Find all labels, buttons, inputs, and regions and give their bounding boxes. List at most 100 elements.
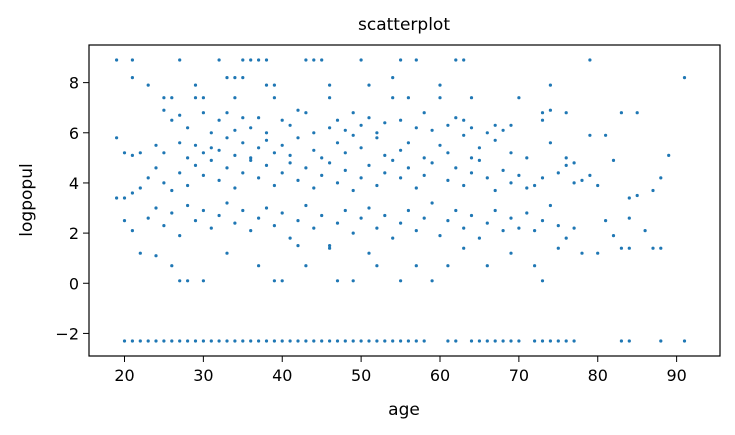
data-point bbox=[233, 221, 237, 225]
data-point bbox=[296, 219, 300, 223]
data-point bbox=[328, 339, 332, 343]
data-point bbox=[225, 111, 229, 115]
data-point bbox=[493, 188, 497, 193]
data-point bbox=[501, 229, 505, 233]
data-point bbox=[611, 158, 616, 162]
data-point bbox=[359, 123, 363, 127]
data-point bbox=[533, 264, 537, 268]
data-point bbox=[414, 264, 418, 268]
data-point bbox=[359, 176, 363, 180]
x-axis: 20 30 40 50 60 70 80 90 bbox=[114, 356, 687, 385]
data-point bbox=[383, 121, 387, 125]
data-point bbox=[296, 178, 300, 182]
data-point bbox=[304, 111, 308, 115]
data-point bbox=[264, 83, 269, 87]
data-point bbox=[525, 186, 529, 190]
data-point bbox=[335, 181, 340, 185]
data-point bbox=[414, 186, 418, 190]
data-point bbox=[469, 96, 474, 100]
data-point bbox=[249, 156, 253, 160]
data-point bbox=[540, 219, 545, 223]
data-point bbox=[391, 158, 395, 162]
data-point bbox=[564, 339, 568, 343]
data-point bbox=[485, 339, 489, 343]
data-point bbox=[430, 128, 434, 132]
data-point bbox=[580, 178, 584, 182]
data-point bbox=[438, 96, 442, 100]
data-point bbox=[288, 339, 292, 343]
x-tick-label: 80 bbox=[588, 366, 608, 385]
data-point bbox=[540, 279, 545, 283]
data-point bbox=[572, 339, 576, 343]
data-point bbox=[509, 339, 513, 343]
data-point bbox=[454, 339, 458, 343]
y-tick-label: −2 bbox=[55, 324, 79, 343]
data-point bbox=[154, 206, 158, 210]
data-point bbox=[272, 339, 276, 343]
data-point bbox=[635, 111, 639, 115]
data-point bbox=[138, 251, 142, 255]
data-point bbox=[619, 246, 624, 250]
data-point bbox=[548, 141, 553, 145]
data-point bbox=[446, 339, 450, 343]
data-point bbox=[469, 339, 474, 343]
data-point bbox=[280, 171, 284, 175]
data-point bbox=[462, 118, 466, 122]
data-point bbox=[280, 339, 284, 343]
data-point bbox=[130, 339, 134, 343]
data-point bbox=[517, 173, 521, 177]
data-point bbox=[501, 128, 505, 132]
data-point bbox=[422, 216, 426, 220]
data-point bbox=[462, 226, 466, 230]
data-point bbox=[162, 108, 166, 112]
data-point bbox=[627, 339, 631, 343]
data-point bbox=[414, 339, 418, 343]
points-layer bbox=[115, 58, 687, 343]
data-point bbox=[359, 216, 363, 220]
data-point bbox=[406, 208, 410, 213]
data-point bbox=[170, 96, 174, 100]
data-point bbox=[604, 133, 608, 137]
data-point bbox=[454, 116, 458, 120]
data-point bbox=[454, 208, 458, 213]
data-point bbox=[485, 176, 489, 180]
data-point bbox=[146, 339, 150, 343]
data-point bbox=[438, 83, 442, 87]
data-point bbox=[343, 168, 347, 172]
data-point bbox=[162, 224, 166, 228]
data-point bbox=[193, 96, 198, 100]
chart-title: scatterplot bbox=[358, 15, 450, 35]
data-point bbox=[186, 339, 190, 343]
data-point bbox=[209, 226, 213, 230]
data-point bbox=[288, 153, 292, 157]
x-tick-label: 40 bbox=[272, 366, 292, 385]
data-point bbox=[556, 171, 560, 175]
data-point bbox=[201, 111, 205, 115]
data-point bbox=[233, 128, 237, 132]
data-point bbox=[162, 339, 166, 343]
data-point bbox=[312, 148, 316, 152]
data-point bbox=[225, 251, 229, 255]
data-point bbox=[540, 118, 545, 122]
data-point bbox=[138, 151, 142, 155]
data-point bbox=[320, 58, 324, 62]
data-point bbox=[272, 279, 276, 283]
data-point bbox=[682, 76, 687, 80]
data-point bbox=[572, 181, 576, 185]
data-point bbox=[193, 83, 198, 87]
data-point bbox=[588, 173, 592, 177]
data-point bbox=[556, 224, 560, 228]
data-point bbox=[178, 141, 182, 145]
data-point bbox=[122, 196, 127, 200]
data-point bbox=[343, 151, 347, 155]
data-point bbox=[130, 153, 134, 157]
data-point bbox=[170, 264, 174, 268]
data-point bbox=[233, 153, 237, 157]
data-point bbox=[643, 229, 647, 233]
data-point bbox=[454, 58, 458, 62]
data-point bbox=[178, 339, 182, 343]
data-point bbox=[178, 171, 182, 175]
data-point bbox=[422, 111, 426, 115]
data-point bbox=[430, 279, 434, 283]
data-point bbox=[596, 183, 600, 188]
